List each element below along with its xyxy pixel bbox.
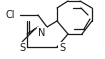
Text: Cl: Cl xyxy=(5,10,15,20)
Text: S: S xyxy=(19,43,25,53)
Text: S: S xyxy=(59,43,65,53)
Text: N: N xyxy=(38,28,46,38)
